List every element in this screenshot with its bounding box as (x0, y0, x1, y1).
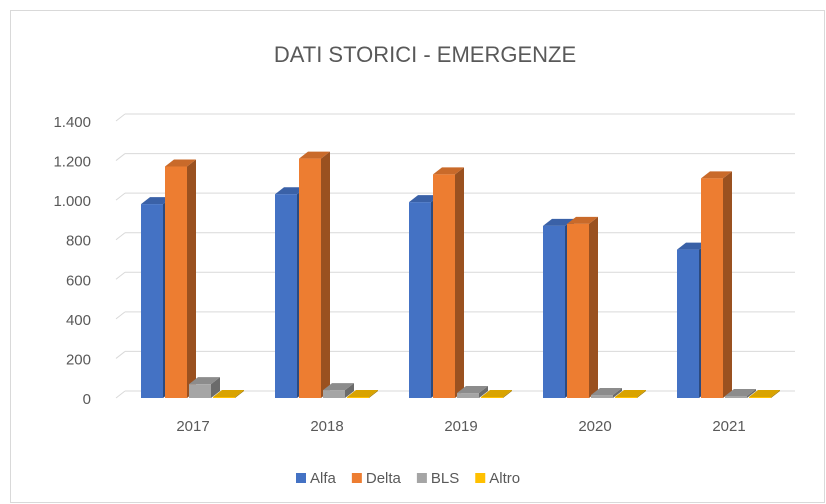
legend-label: Alfa (310, 470, 337, 487)
bar (543, 225, 565, 398)
bar-side (455, 167, 464, 398)
bar (677, 249, 699, 398)
bar (457, 393, 479, 398)
bar-side (723, 171, 732, 398)
bar (591, 395, 613, 398)
bar-side (589, 216, 598, 398)
grid-line-side (115, 232, 126, 241)
bar-top (275, 187, 306, 195)
bar (275, 194, 297, 398)
bar (567, 223, 589, 398)
y-tick-label: 400 (66, 312, 91, 329)
bar (165, 166, 187, 398)
bar-side (771, 390, 780, 398)
bar-top (347, 390, 378, 398)
bar-top (677, 242, 708, 250)
bar-top (189, 377, 220, 385)
bar-top (591, 388, 622, 396)
bar-top (141, 197, 172, 205)
y-tick-label: 1.400 (53, 114, 91, 131)
bar-top (701, 171, 732, 179)
y-tick-label: 0 (83, 391, 91, 408)
bar-top (725, 389, 756, 397)
legend-swatch (351, 473, 362, 483)
bar (213, 397, 235, 398)
bar-top (457, 386, 488, 394)
bar (141, 204, 163, 398)
grid-line-side (115, 153, 126, 161)
bar-side (479, 386, 488, 398)
chart-title: DATI STORICI - EMERGENZE (274, 42, 576, 67)
bar-side (747, 389, 756, 398)
bar-top (213, 390, 244, 398)
bar-top (567, 216, 598, 224)
x-tick-label: 2019 (444, 418, 477, 435)
x-tick-label: 2020 (578, 418, 611, 435)
legend-swatch (296, 473, 306, 483)
grid-line-side (115, 351, 126, 359)
grid-line-side (115, 311, 126, 320)
bar (347, 397, 369, 398)
legend-label: Altro (489, 470, 520, 487)
grid-line-side (115, 271, 126, 280)
bar (615, 397, 637, 398)
bar (409, 202, 431, 398)
bar (433, 174, 455, 398)
bar-side (187, 159, 196, 398)
legend-label: BLS (431, 470, 459, 487)
bar (725, 396, 747, 398)
bar-side (345, 383, 354, 398)
legend-swatch (475, 473, 486, 483)
bar (299, 158, 321, 398)
bar-side (637, 390, 646, 398)
grid-line-side (115, 390, 126, 399)
bar-side (503, 390, 512, 398)
legend-label: Delta (366, 470, 402, 487)
bar-top (615, 390, 646, 398)
bar-top (749, 390, 780, 398)
bar (189, 384, 211, 398)
y-tick-label: 600 (66, 272, 91, 289)
y-tick-label: 800 (66, 233, 91, 250)
bar-top (165, 159, 196, 167)
y-tick-label: 1.200 (53, 154, 91, 171)
bar-top (323, 383, 354, 391)
x-tick-label: 2021 (712, 418, 745, 435)
y-tick-label: 1.000 (53, 193, 91, 210)
bar-side (613, 388, 622, 398)
bar-side (211, 377, 220, 398)
bar-side (235, 390, 244, 398)
bar (481, 397, 503, 398)
legend-swatch (416, 473, 427, 483)
y-tick-label: 200 (66, 351, 91, 368)
bar-side (321, 151, 330, 398)
x-tick-label: 2017 (176, 418, 209, 435)
bar-top (409, 195, 440, 203)
bar-top (433, 167, 464, 175)
bar (749, 397, 771, 398)
bar (323, 390, 345, 398)
x-tick-label: 2018 (310, 418, 343, 435)
bar-top (543, 218, 574, 226)
grid-line-side (115, 113, 126, 122)
bar-top (299, 151, 330, 159)
grid-line-side (115, 192, 126, 201)
bar (701, 178, 723, 398)
bar-top (481, 390, 512, 398)
bar-side (369, 390, 378, 398)
